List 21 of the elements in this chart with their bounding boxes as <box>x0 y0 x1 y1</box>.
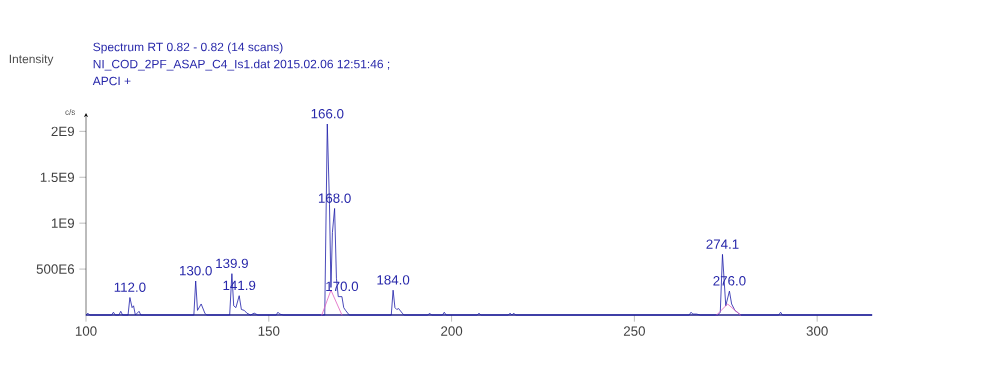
y-tick-label: 2E9 <box>51 126 75 137</box>
annotation: 139.9 <box>216 258 248 269</box>
text: Intensity <box>9 54 54 66</box>
x-tick-label: 250 <box>623 326 645 336</box>
annotation: 166.0 <box>311 108 344 119</box>
annotation: 130.0 <box>180 265 212 276</box>
x-tick-label: 200 <box>441 326 463 336</box>
line-series <box>85 123 873 316</box>
chart-title: Spectrum RT 0.82 - 0.82 (14 scans) <box>93 42 283 54</box>
text: c/s <box>65 109 76 115</box>
chart-subtitle: NI_COD_2PF_ASAP_C4_Is1.dat 2015.02.06 12:51:46 ; <box>93 59 390 71</box>
x-tick-label: 300 <box>806 326 828 336</box>
y-tick-label: 1.5E9 <box>40 172 75 182</box>
text: APCI + <box>92 76 131 86</box>
x-tick-label: 100 <box>75 326 97 336</box>
annotation: 184.0 <box>377 275 410 285</box>
y-tick-label: 500E6 <box>36 264 75 274</box>
annotation: 274.1 <box>706 239 739 249</box>
x-tick-label: 150 <box>258 326 280 336</box>
annotation: 112.0 <box>114 282 146 292</box>
y-tick-label: 1E9 <box>51 218 75 228</box>
